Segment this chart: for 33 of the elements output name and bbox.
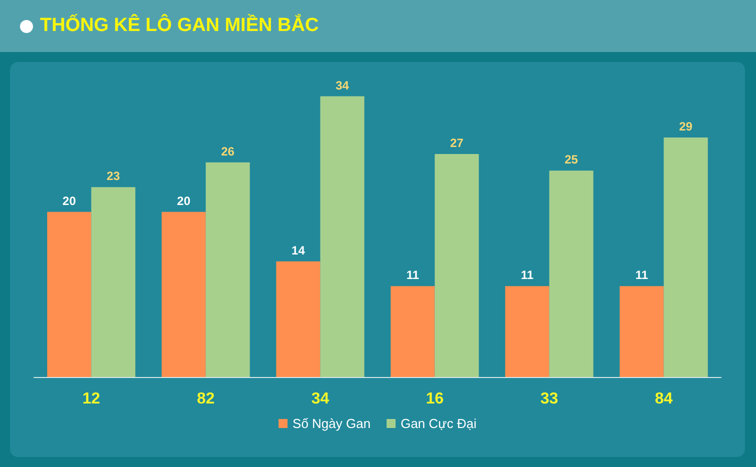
bar [549,170,594,377]
x-tick-label: 84 [654,390,673,408]
data-label: 11 [635,268,648,282]
bar [162,212,206,377]
bar [620,286,664,377]
bar [664,138,708,377]
data-label: 27 [450,136,464,150]
bar [206,162,250,377]
x-tick-label: 33 [540,390,558,408]
data-label: 20 [177,194,191,208]
data-label: 25 [564,152,578,167]
data-label: 29 [679,120,693,134]
bar [320,96,364,377]
bar [505,286,550,377]
data-label: 14 [292,243,306,258]
x-tick-label: 82 [196,390,215,408]
data-label: 34 [336,78,350,92]
legend-label: Số Ngày Gan [292,416,371,431]
bar [276,261,320,377]
x-tick-label: 34 [311,390,330,408]
bar [434,154,479,377]
x-tick-label: 12 [82,390,100,408]
bar [390,286,435,377]
data-label: 20 [62,194,76,208]
data-label: 26 [221,144,235,158]
legend-label: Gan Cực Đại [400,416,477,431]
bar [47,212,92,377]
data-label: 23 [106,169,120,184]
data-label: 11 [520,268,534,282]
data-label: 11 [406,268,420,282]
chart-title: THỐNG KÊ LÔ GAN MIỀN BẮC [40,15,319,37]
bar [91,187,136,377]
x-tick-label: 16 [426,390,444,408]
